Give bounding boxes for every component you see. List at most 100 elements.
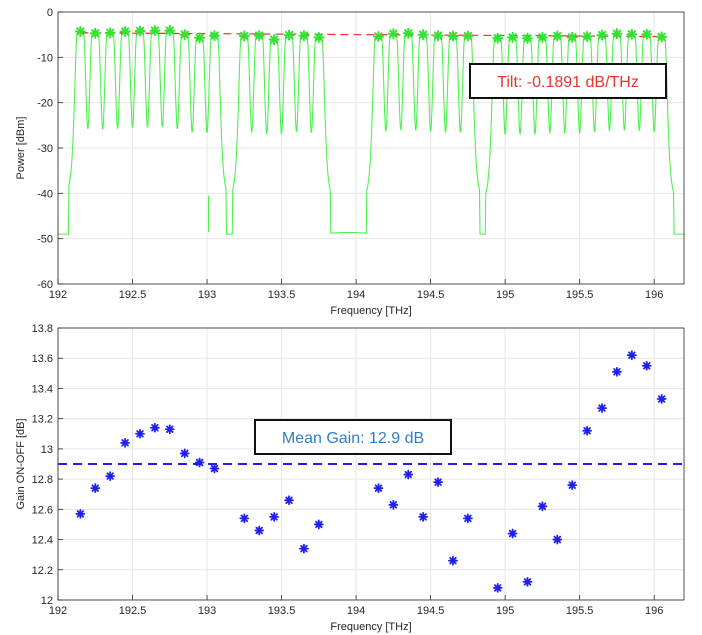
channel-peak-marker xyxy=(253,30,265,42)
y-tick-label: 12.2 xyxy=(32,565,53,577)
gain-point-marker xyxy=(656,394,667,404)
gain-chart: 192 192.5 193 193.5 194 194.5 195 195.5 196 13.8… xyxy=(15,323,685,633)
power-trace xyxy=(58,30,684,235)
x-tick-label: 196 xyxy=(645,289,663,301)
x-tick-label: 193.5 xyxy=(268,605,296,617)
gain-point-marker xyxy=(164,424,175,435)
y-tick-label: -30 xyxy=(37,143,53,155)
channel-peak-marker xyxy=(372,30,384,42)
channel-peak-marker xyxy=(656,31,668,43)
y-tick-label: -20 xyxy=(37,98,53,110)
channel-peak-marker xyxy=(134,25,146,37)
tilt-annotation: Tilt: -0.1891 dB/THz xyxy=(469,63,667,99)
x-tick-label: 194.5 xyxy=(417,605,445,617)
channel-peak-marker xyxy=(417,29,429,41)
channel-peak-marker xyxy=(432,30,444,42)
tilt-line xyxy=(80,32,662,38)
gain-point-marker xyxy=(179,448,190,459)
gain-point-marker xyxy=(135,428,145,439)
gain-point-marker xyxy=(462,513,473,524)
channel-peak-marker xyxy=(626,28,638,40)
x-tick-label: 193 xyxy=(198,605,216,617)
gain-point-marker xyxy=(284,495,294,506)
x-tick-label: 193.5 xyxy=(268,289,296,301)
gain-grid xyxy=(57,327,684,601)
gain-point-marker xyxy=(582,425,593,436)
x-tick-label: 195 xyxy=(496,605,514,617)
power-y-axis-label: Power [dBm] xyxy=(15,117,27,180)
gain-point-marker xyxy=(492,583,503,593)
channel-peak-marker xyxy=(581,30,593,42)
channel-peak-marker xyxy=(283,29,295,41)
gain-point-marker xyxy=(90,483,101,494)
channel-peak-marker xyxy=(641,28,653,40)
x-tick-label: 196 xyxy=(645,605,663,617)
channel-peak-marker xyxy=(194,32,206,44)
gain-markers xyxy=(75,350,667,593)
gain-point-marker xyxy=(507,528,518,539)
tilt-annotation-box xyxy=(469,63,667,99)
x-tick-label: 192 xyxy=(49,605,67,617)
x-tick-label: 193 xyxy=(198,289,216,301)
gain-point-marker xyxy=(75,508,86,519)
x-tick-label: 194 xyxy=(347,605,365,617)
x-tick-label: 192.5 xyxy=(119,289,147,301)
y-tick-label: 12 xyxy=(41,595,53,607)
tilt-fit-line xyxy=(80,32,662,38)
power-axes-frame xyxy=(57,11,685,285)
x-tick-label: 195.5 xyxy=(566,289,594,301)
gain-point-marker xyxy=(149,422,160,433)
y-tick-label: 0 xyxy=(47,7,53,19)
channel-peak-marker xyxy=(179,29,191,41)
y-tick-label: 13.8 xyxy=(32,323,53,335)
mean-gain-annotation-text: Mean Gain: 12.9 dB xyxy=(282,430,424,447)
gain-point-marker xyxy=(522,576,533,587)
channel-peak-marker xyxy=(298,30,310,42)
gain-point-marker xyxy=(254,525,265,536)
gain-point-marker xyxy=(597,403,607,413)
power-x-tick-labels: 192 192.5 193 193.5 194 194.5 195 195.5 196 xyxy=(49,289,664,301)
y-tick-label: 13.4 xyxy=(32,383,53,395)
gain-y-axis-label: Gain ON-OFF [dB] xyxy=(15,418,27,509)
channel-peak-marker xyxy=(313,31,325,43)
y-tick-label: -10 xyxy=(37,52,53,64)
x-tick-label: 195 xyxy=(496,289,514,301)
mean-gain-annotation-box xyxy=(254,419,452,455)
gain-point-marker xyxy=(567,480,578,491)
power-y-tick-labels: 0 -10 -20 -30 -40 -50 -60 xyxy=(37,7,53,291)
gain-point-marker xyxy=(105,471,116,481)
gain-point-marker xyxy=(537,501,548,512)
x-tick-label: 192 xyxy=(49,289,67,301)
gain-point-marker xyxy=(418,511,429,522)
channel-peak-marker xyxy=(104,27,116,39)
x-tick-label: 195.5 xyxy=(566,605,594,617)
gain-point-marker xyxy=(120,437,130,448)
gain-axes-frame xyxy=(57,327,685,601)
gain-y-tick-labels: 13.8 13.6 13.4 13.2 13 12.8 12.6 12.4 12.2 12 xyxy=(32,323,53,607)
channel-peak-markers xyxy=(74,25,668,46)
y-tick-label: 13.2 xyxy=(32,414,53,426)
channel-peak-marker xyxy=(149,25,161,37)
power-spectrum-chart: 192 192.5 193 193.5 194 194.5 195 195.5 196 0 -10… xyxy=(15,7,685,317)
channel-peak-marker xyxy=(522,32,533,44)
channel-peak-marker xyxy=(89,27,101,39)
x-tick-label: 192.5 xyxy=(119,605,147,617)
channel-peak-marker xyxy=(492,32,504,44)
gain-point-marker xyxy=(209,463,220,474)
gain-point-marker xyxy=(612,366,622,377)
channel-peak-marker xyxy=(536,31,548,43)
channel-peak-marker xyxy=(387,28,399,40)
mean-gain-annotation: Mean Gain: 12.9 dB xyxy=(254,419,452,455)
gain-point-marker xyxy=(388,499,399,510)
gain-point-marker xyxy=(641,360,652,371)
gain-point-marker xyxy=(299,543,309,554)
gain-point-marker xyxy=(626,350,637,361)
y-tick-label: -60 xyxy=(37,279,53,291)
channel-peak-marker xyxy=(462,30,474,42)
channel-peak-marker xyxy=(447,30,459,42)
channel-peak-marker xyxy=(164,25,176,37)
gain-x-axis-label: Frequency [THz] xyxy=(330,621,411,633)
gain-point-marker xyxy=(313,519,324,530)
power-x-axis-label: Frequency [THz] xyxy=(330,305,411,317)
y-tick-label: -40 xyxy=(37,188,53,200)
